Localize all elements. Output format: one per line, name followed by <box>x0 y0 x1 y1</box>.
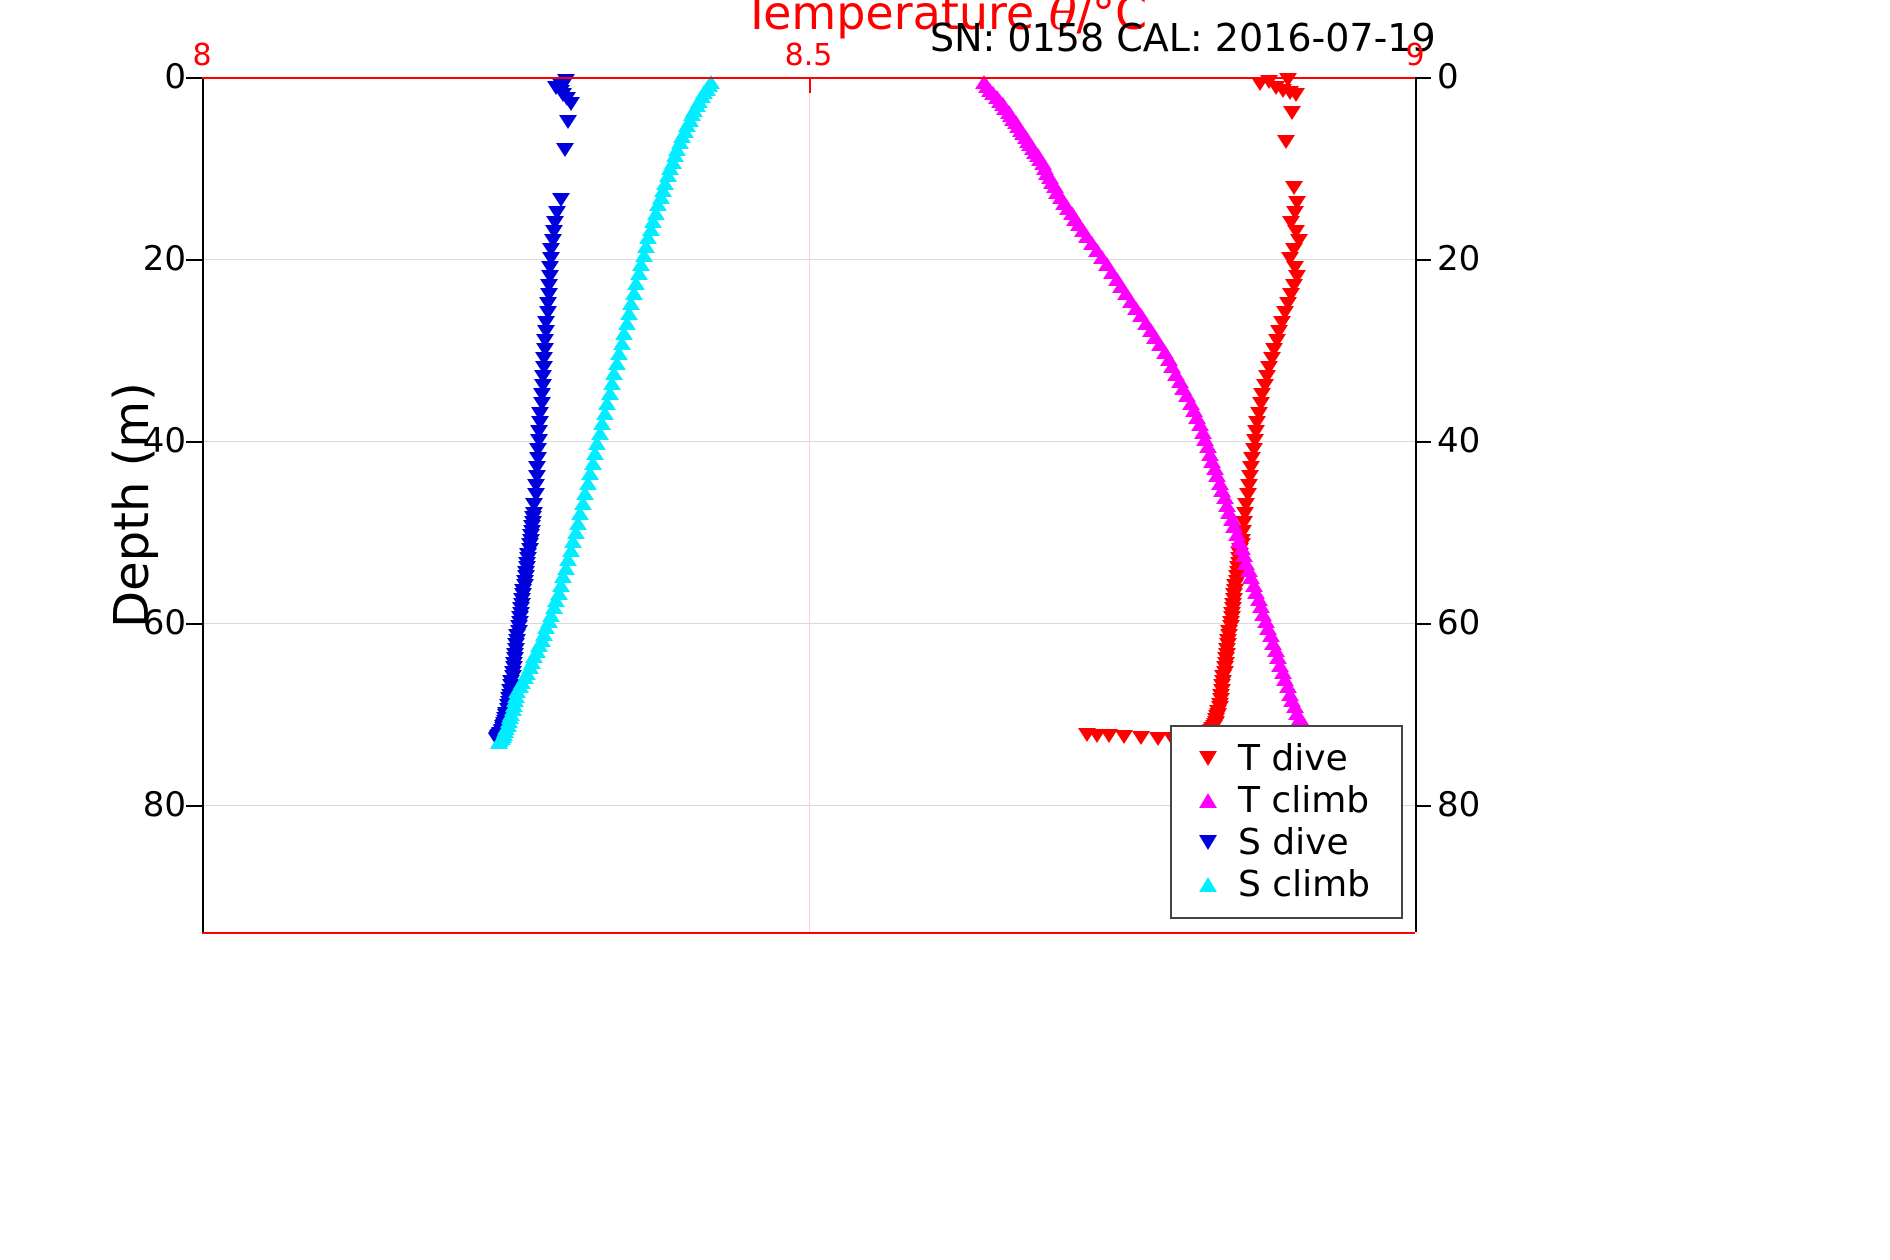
y-tick-right <box>1415 77 1431 79</box>
data-point <box>1131 731 1150 746</box>
data-point <box>1114 730 1133 745</box>
data-point <box>1078 727 1097 742</box>
x-axis-label-top: 9 <box>1405 38 1425 73</box>
chart-title: Temperature θ/°C <box>0 0 1890 40</box>
triangle-down-icon <box>1184 750 1232 766</box>
triangle-up-icon <box>1184 876 1232 892</box>
axis-spine-right <box>1415 77 1417 932</box>
legend-item[interactable]: S climb <box>1184 863 1389 905</box>
legend-item[interactable]: T climb <box>1184 779 1389 821</box>
y-axis-label-right: 60 <box>1437 602 1481 643</box>
data-point <box>552 192 571 207</box>
data-point <box>561 97 580 112</box>
y-axis-label-left: 60 <box>142 602 186 643</box>
legend-label: S climb <box>1238 863 1371 905</box>
sensor-annotation: SN: 0158 CAL: 2016-07-19 <box>930 16 1436 60</box>
x-axis-label-top: 8.5 <box>784 38 833 73</box>
axis-spine-left <box>202 77 204 932</box>
y-axis-label-left: 20 <box>142 238 186 279</box>
legend-label: T climb <box>1238 779 1370 821</box>
plot-area: Depth (m) 0 0 20 20 40 40 60 60 80 80 8 8.5 9 <box>104 38 1480 934</box>
x-tick-top <box>808 77 811 93</box>
y-axis-label-right: 0 <box>1437 57 1459 97</box>
y-axis-label-right: 80 <box>1437 784 1481 825</box>
data-point <box>1287 88 1306 103</box>
y-axis-label-left: 0 <box>164 57 186 97</box>
data-point <box>559 115 578 130</box>
theta-symbol: θ <box>1048 0 1077 40</box>
y-tick-left <box>186 804 202 807</box>
y-axis-label-right: 40 <box>1437 420 1481 461</box>
y-axis-title: Depth (m) <box>104 381 160 628</box>
data-point <box>1288 195 1307 210</box>
data-point <box>1277 135 1296 150</box>
triangle-up-icon <box>1184 792 1232 808</box>
y-axis-label-left: 80 <box>142 784 186 825</box>
title-suffix: /°C <box>1076 0 1148 40</box>
y-axis-label-right: 20 <box>1437 238 1481 279</box>
data-point <box>1283 106 1302 121</box>
y-tick-left <box>186 440 202 443</box>
y-tick-right <box>1415 804 1431 807</box>
title-prefix: Temperature <box>742 0 1049 40</box>
axis-spine-bottom <box>202 932 1415 934</box>
gridline-vertical <box>808 77 810 932</box>
triangle-down-icon <box>1184 834 1232 850</box>
legend-item[interactable]: T dive <box>1184 737 1389 779</box>
legend-item[interactable]: S dive <box>1184 821 1389 863</box>
y-tick-right <box>1415 258 1431 261</box>
legend-label: S dive <box>1238 821 1349 863</box>
data-point <box>555 142 574 157</box>
data-point <box>1284 180 1303 195</box>
y-axis-label-left: 40 <box>142 420 186 461</box>
y-tick-right <box>1415 440 1431 443</box>
y-tick-left <box>186 258 202 261</box>
data-point <box>1250 77 1269 92</box>
x-axis-label-top: 8 <box>192 38 212 73</box>
axis-spine-top <box>202 77 1415 79</box>
y-tick-left <box>186 622 202 625</box>
legend-label: T dive <box>1238 737 1348 779</box>
y-tick-right <box>1415 622 1431 625</box>
chart-legend[interactable]: T dive T climb S dive S climb <box>1170 725 1403 919</box>
data-point <box>1148 732 1167 747</box>
y-tick-left <box>186 77 202 79</box>
data-point <box>490 734 509 749</box>
